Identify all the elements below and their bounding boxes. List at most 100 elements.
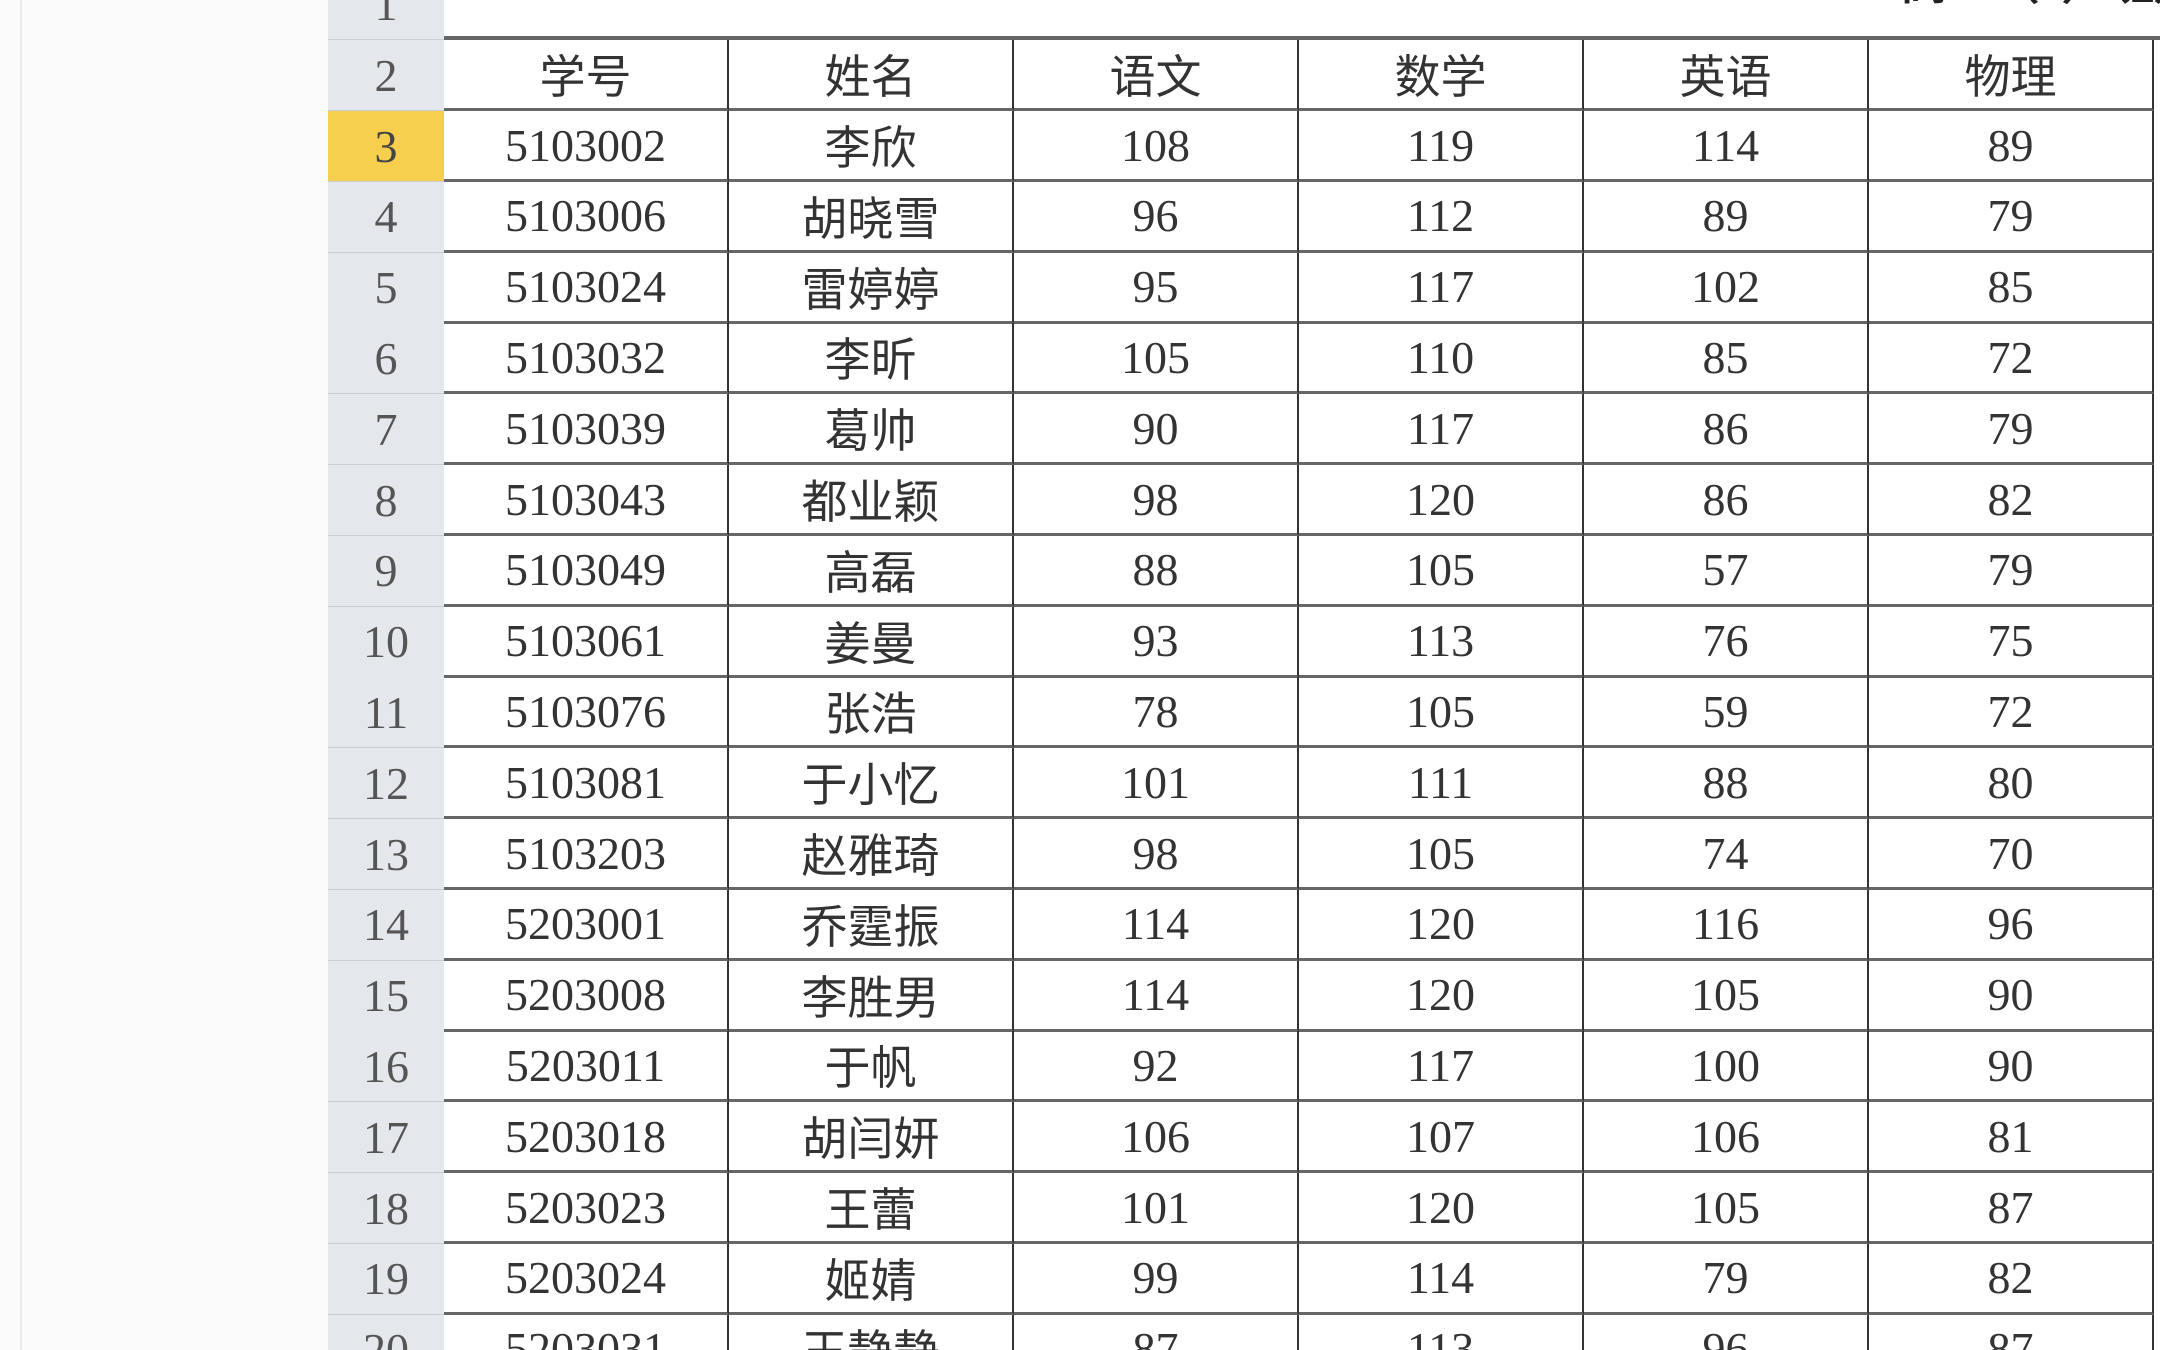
table-cell[interactable]: 88 (1014, 535, 1299, 607)
table-cell[interactable]: 5103049 (444, 535, 729, 607)
table-cell[interactable]: 87 (1869, 1314, 2154, 1350)
row-header[interactable]: 7 (328, 394, 444, 466)
table-cell[interactable]: 88 (1584, 748, 1869, 820)
table-cell[interactable]: 96 (1014, 181, 1299, 253)
row-header[interactable]: 9 (328, 535, 444, 607)
table-cell[interactable]: 107 (1299, 1102, 1584, 1174)
row-header[interactable]: 20 (328, 1314, 444, 1350)
table-cell[interactable]: 120 (1299, 465, 1584, 536)
table-cell[interactable]: 82 (1869, 465, 2154, 536)
table-cell[interactable]: 93 (1014, 606, 1299, 678)
table-cell[interactable]: 57 (1584, 535, 1869, 607)
table-cell[interactable]: 78 (1014, 677, 1299, 749)
table-cell[interactable]: 105 (1299, 535, 1584, 607)
table-cell[interactable]: 雷婷婷 (729, 252, 1014, 324)
table-cell[interactable]: 101 (1014, 1173, 1299, 1244)
table-cell[interactable]: 王静静 (729, 1314, 1014, 1350)
table-cell[interactable]: 98 (1014, 819, 1299, 890)
row-header[interactable]: 2 (328, 40, 444, 111)
table-cell[interactable]: 李欣 (729, 111, 1014, 182)
table-cell[interactable]: 都业颖 (729, 465, 1014, 536)
table-cell[interactable]: 105 (1584, 1173, 1869, 1244)
table-cell[interactable]: 5103043 (444, 465, 729, 536)
row-header[interactable]: 16 (328, 1031, 444, 1103)
row-header[interactable]: 18 (328, 1173, 444, 1244)
table-cell[interactable]: 89 (1869, 111, 2154, 182)
table-cell[interactable]: 100 (1584, 1031, 1869, 1103)
header-cell-physics[interactable]: 物理 (1869, 40, 2154, 111)
row-header[interactable]: 10 (328, 606, 444, 678)
table-cell[interactable]: 5103032 (444, 323, 729, 395)
table-cell[interactable]: 114 (1014, 960, 1299, 1032)
table-cell[interactable]: 120 (1299, 1173, 1584, 1244)
row-header[interactable]: 13 (328, 819, 444, 890)
header-cell-chinese[interactable]: 语文 (1014, 40, 1299, 111)
table-cell[interactable]: 葛帅 (729, 394, 1014, 466)
row-header[interactable]: 4 (328, 181, 444, 253)
table-cell[interactable]: 90 (1869, 960, 2154, 1032)
table-cell[interactable]: 96 (1584, 1314, 1869, 1350)
table-cell[interactable]: 90 (1014, 394, 1299, 466)
table-cell[interactable]: 姬婧 (729, 1243, 1014, 1315)
table-cell[interactable]: 5203011 (444, 1031, 729, 1103)
table-cell[interactable]: 89 (1584, 181, 1869, 253)
table-cell[interactable]: 72 (1869, 323, 2154, 395)
table-cell[interactable]: 106 (1584, 1102, 1869, 1174)
row-header[interactable]: 1 (328, 0, 444, 40)
table-cell[interactable]: 张浩 (729, 677, 1014, 749)
table-cell[interactable]: 102 (1584, 252, 1869, 324)
table-cell[interactable]: 120 (1299, 889, 1584, 961)
table-cell[interactable]: 98 (1014, 465, 1299, 536)
table-cell[interactable]: 59 (1584, 677, 1869, 749)
table-cell[interactable]: 79 (1869, 535, 2154, 607)
table-cell[interactable]: 乔霆振 (729, 889, 1014, 961)
table-cell[interactable]: 101 (1014, 748, 1299, 820)
table-cell[interactable]: 高磊 (729, 535, 1014, 607)
table-cell[interactable]: 5103061 (444, 606, 729, 678)
table-cell[interactable]: 75 (1869, 606, 2154, 678)
table-cell[interactable]: 胡晓雪 (729, 181, 1014, 253)
row-header[interactable]: 19 (328, 1243, 444, 1315)
table-cell[interactable]: 110 (1299, 323, 1584, 395)
table-cell[interactable]: 72 (1869, 677, 2154, 749)
table-cell[interactable]: 105 (1014, 323, 1299, 395)
table-cell[interactable]: 5203001 (444, 889, 729, 961)
table-cell[interactable]: 112 (1299, 181, 1584, 253)
row-header[interactable]: 15 (328, 960, 444, 1032)
table-cell[interactable]: 85 (1584, 323, 1869, 395)
table-cell[interactable]: 105 (1299, 677, 1584, 749)
table-cell[interactable]: 99 (1014, 1243, 1299, 1315)
table-cell[interactable]: 赵雅琦 (729, 819, 1014, 890)
row-header[interactable]: 11 (328, 677, 444, 749)
table-cell[interactable]: 李昕 (729, 323, 1014, 395)
row-header[interactable]: 6 (328, 323, 444, 395)
spreadsheet-grid[interactable]: 1 高一（1）班期 2 学号 姓名 语文 数学 英语 物理 35103002李欣… (328, 0, 2160, 1350)
row-header[interactable]: 5 (328, 252, 444, 324)
table-cell[interactable]: 119 (1299, 111, 1584, 182)
table-cell[interactable]: 114 (1299, 1243, 1584, 1315)
table-cell[interactable]: 76 (1584, 606, 1869, 678)
table-cell[interactable]: 于小忆 (729, 748, 1014, 820)
table-cell[interactable]: 90 (1869, 1031, 2154, 1103)
table-cell[interactable]: 胡闫妍 (729, 1102, 1014, 1174)
table-cell[interactable]: 92 (1014, 1031, 1299, 1103)
table-cell[interactable]: 117 (1299, 1031, 1584, 1103)
table-cell[interactable]: 85 (1869, 252, 2154, 324)
table-cell[interactable]: 5203008 (444, 960, 729, 1032)
table-cell[interactable]: 87 (1014, 1314, 1299, 1350)
table-cell[interactable]: 5103081 (444, 748, 729, 820)
table-cell[interactable]: 96 (1869, 889, 2154, 961)
table-cell[interactable]: 5203024 (444, 1243, 729, 1315)
table-cell[interactable]: 79 (1869, 394, 2154, 466)
table-cell[interactable]: 105 (1299, 819, 1584, 890)
table-cell[interactable]: 114 (1584, 111, 1869, 182)
header-cell-name[interactable]: 姓名 (729, 40, 1014, 111)
table-cell[interactable]: 86 (1584, 465, 1869, 536)
table-cell[interactable]: 113 (1299, 1314, 1584, 1350)
table-cell[interactable]: 5203018 (444, 1102, 729, 1174)
row-header[interactable]: 12 (328, 748, 444, 820)
table-cell[interactable]: 95 (1014, 252, 1299, 324)
title-cell[interactable]: 高一（1）班期 (444, 0, 2160, 40)
row-header[interactable]: 3 (328, 111, 444, 182)
table-cell[interactable]: 79 (1584, 1243, 1869, 1315)
